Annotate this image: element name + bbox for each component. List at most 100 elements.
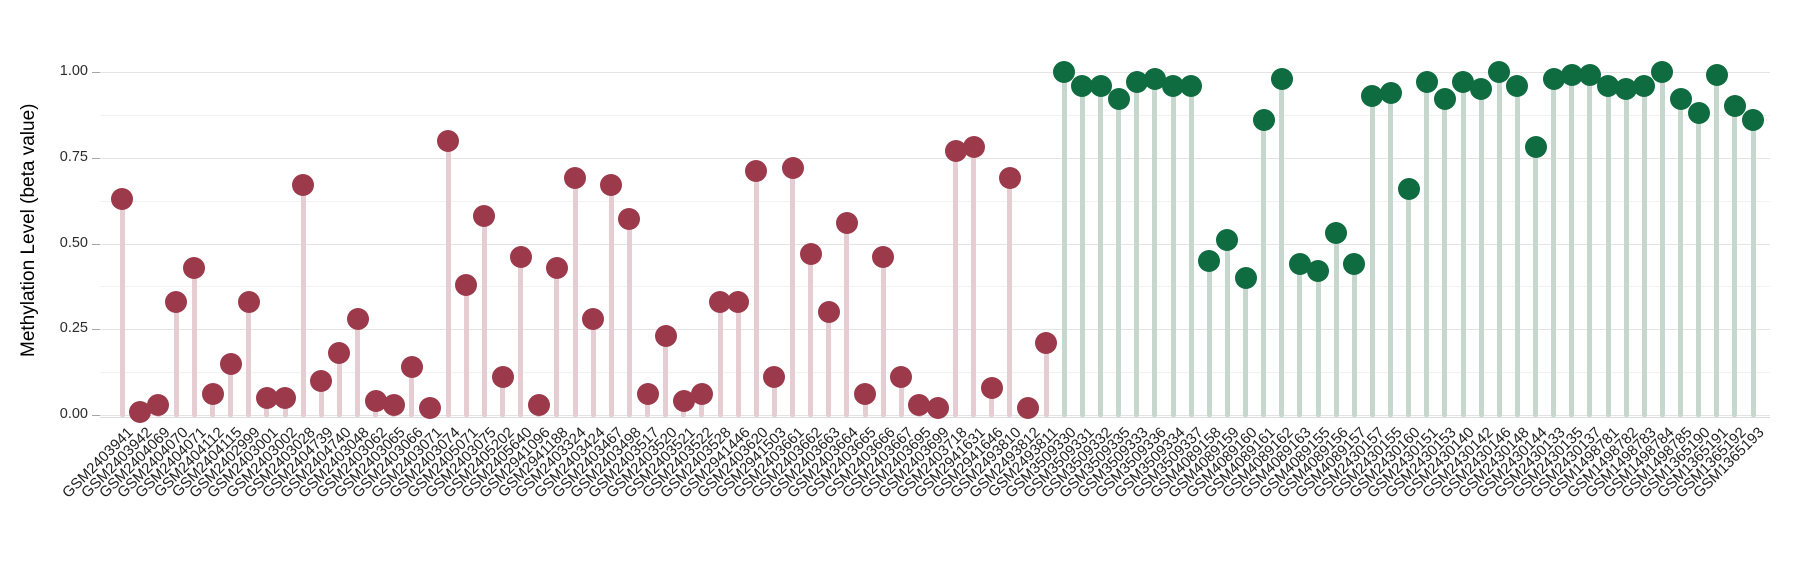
lollipop-stem	[1261, 120, 1267, 417]
lollipop-dot	[1053, 61, 1076, 83]
lollipop-dot	[201, 383, 224, 406]
lollipop-dot	[1705, 64, 1728, 87]
lollipop-dot	[364, 390, 387, 413]
lollipop-dot	[1379, 81, 1402, 104]
lollipop-stem	[953, 150, 959, 417]
lollipop-stem	[1678, 99, 1683, 417]
lollipop-stem	[808, 253, 814, 417]
lollipop-dot	[219, 352, 242, 375]
y-gridline-major	[100, 157, 1770, 159]
lollipop-dot	[237, 290, 260, 313]
lollipop-stem	[1605, 85, 1611, 417]
lollipop-stem	[1369, 96, 1375, 417]
lollipop-stem	[500, 377, 506, 417]
y-gridline-major	[100, 243, 1770, 245]
lollipop-stem	[1061, 72, 1067, 417]
lollipop-dot	[419, 397, 442, 420]
lollipop-stem	[608, 185, 614, 417]
lollipop-stem	[445, 140, 451, 417]
lollipop-dot	[1270, 67, 1293, 90]
lollipop-stem	[1224, 240, 1230, 417]
lollipop-dot	[1433, 88, 1456, 111]
lollipop-stem	[1496, 72, 1502, 417]
lollipop-stem	[663, 336, 669, 417]
lollipop-stem	[1206, 260, 1212, 417]
lollipop-dot	[310, 369, 333, 392]
lollipop-dot	[962, 136, 985, 159]
lollipop-stem	[119, 198, 125, 417]
lollipop-dot	[400, 355, 423, 378]
lollipop-stem	[826, 312, 832, 417]
lollipop-stem	[1623, 89, 1629, 417]
lollipop-dot	[1162, 74, 1185, 97]
lollipop-dot	[292, 174, 315, 197]
lollipop-dot	[455, 273, 478, 296]
lollipop-stem	[590, 318, 596, 417]
lollipop-dot	[745, 160, 768, 183]
lollipop-stem	[971, 147, 977, 417]
lollipop-dot	[1560, 64, 1583, 87]
lollipop-stem	[1134, 82, 1140, 417]
lollipop-stem	[1170, 85, 1176, 417]
lollipop-dot	[944, 139, 967, 162]
lollipop-dot	[709, 290, 732, 313]
lollipop-stem	[409, 366, 415, 417]
lollipop-dot	[1415, 71, 1438, 94]
lollipop-dot	[1506, 74, 1529, 97]
lollipop-dot	[1252, 109, 1275, 132]
lollipop-dot	[926, 397, 949, 420]
lollipop-stem	[1279, 78, 1285, 417]
lollipop-dot	[1216, 229, 1239, 252]
lollipop-dot	[872, 246, 895, 269]
lollipop-stem	[880, 257, 886, 417]
lollipop-dot	[781, 157, 804, 180]
lollipop-stem	[300, 185, 306, 417]
lollipop-stem	[1514, 85, 1520, 417]
lollipop-stem	[191, 267, 197, 417]
lollipop-dot	[1723, 95, 1746, 118]
lollipop-stem	[1043, 342, 1049, 417]
lollipop-stem	[318, 380, 324, 417]
lollipop-dot	[1325, 222, 1348, 245]
lollipop-dot	[1470, 78, 1493, 101]
lollipop-dot	[527, 393, 550, 416]
lollipop-stem	[1424, 82, 1430, 417]
lollipop-dot	[1017, 397, 1040, 420]
lollipop-dot	[1125, 71, 1148, 94]
lollipop-dot	[817, 301, 840, 324]
lollipop-dot	[255, 386, 278, 409]
lollipop-dot	[763, 366, 786, 389]
y-tick-label: 1.00	[59, 63, 88, 79]
lollipop-dot	[890, 366, 913, 389]
lollipop-dot	[1397, 177, 1420, 200]
lollipop-dot	[672, 390, 695, 413]
lollipop-stem	[898, 377, 904, 417]
lollipop-dot	[854, 383, 876, 406]
lollipop-dot	[437, 129, 460, 152]
lollipop-stem	[1188, 85, 1194, 417]
lollipop-dot	[1198, 249, 1221, 272]
lollipop-stem	[228, 363, 234, 417]
y-tick-label: 0.75	[59, 148, 88, 165]
lollipop-dot	[1361, 85, 1384, 107]
y-gridline-minor	[100, 200, 1770, 202]
lollipop-dot	[835, 211, 858, 234]
lollipop-dot	[1597, 74, 1620, 97]
lollipop-stem	[1750, 120, 1756, 417]
lollipop-stem	[1569, 75, 1575, 417]
y-gridline-major	[100, 329, 1770, 331]
lollipop-dot	[600, 174, 623, 197]
lollipop-dot	[129, 400, 152, 423]
lollipop-stem	[481, 216, 487, 417]
lollipop-dot	[1524, 136, 1547, 159]
lollipop-dot	[636, 383, 659, 406]
lollipop-dot	[564, 167, 587, 190]
lollipop-dot	[1035, 331, 1058, 354]
lollipop-stem	[1388, 92, 1394, 417]
lollipop-dot	[1742, 109, 1764, 132]
lollipop-stem	[1732, 106, 1738, 417]
y-gridline-major	[100, 72, 1770, 73]
lollipop-stem	[717, 301, 723, 417]
lollipop-stem	[790, 168, 796, 417]
